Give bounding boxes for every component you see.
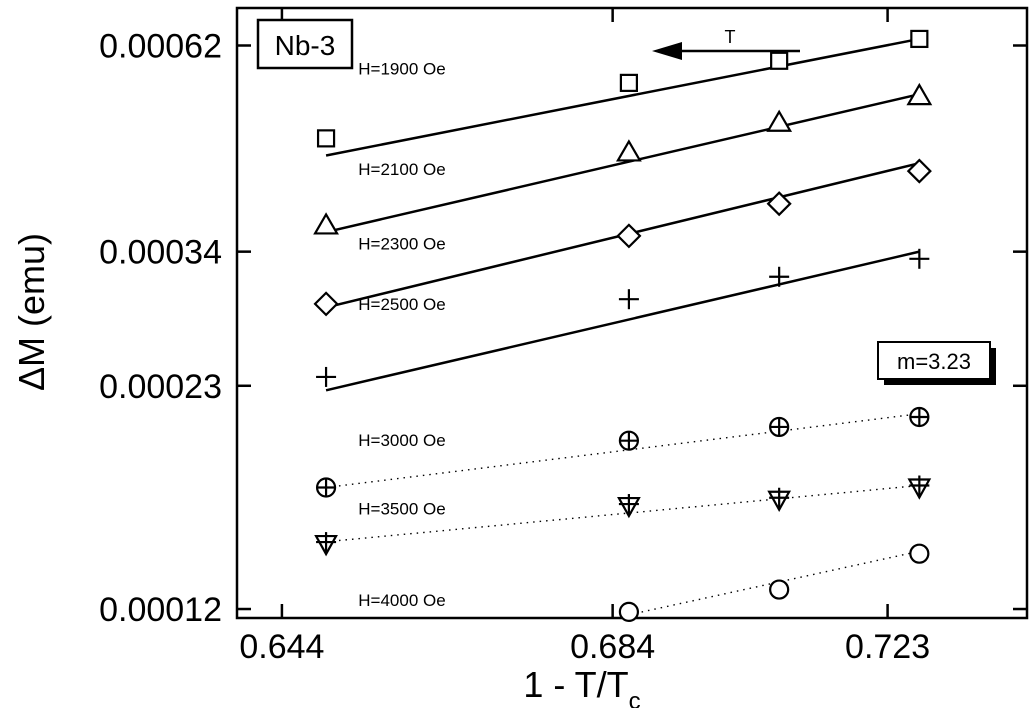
arrow-label: T (725, 27, 736, 47)
data-point-triangle (906, 82, 933, 106)
fit-lines (325, 37, 920, 616)
data-point-diamond (313, 291, 339, 317)
series-label: H=2500 Oe (358, 295, 445, 314)
data-point-triangle (615, 139, 642, 162)
panel-label: Nb-3 (275, 30, 336, 61)
series-label: H=2100 Oe (358, 160, 445, 179)
data-point-square (619, 73, 639, 92)
y-ticks: 0.00062 0.00034 0.00023 0.00012 (99, 28, 1027, 629)
fit-line (325, 37, 920, 157)
y-tick-label: 0.00034 (99, 234, 222, 272)
data-point-plus (618, 289, 639, 310)
data-point-plus (909, 248, 930, 269)
series-label: H=4000 Oe (358, 591, 445, 610)
panel-label-box: Nb-3 (256, 18, 354, 70)
data-point-circle-plus (909, 406, 930, 428)
data-point-circle (769, 579, 790, 600)
fit-line (628, 550, 920, 616)
data-point-diamond (906, 158, 932, 184)
series-label: H=2300 Oe (358, 235, 445, 254)
data-point-triangle-down-plus (907, 475, 932, 500)
series-label: H=3500 Oe (358, 500, 445, 519)
arrow-head-icon (652, 42, 682, 60)
data-point-circle-plus (618, 430, 640, 451)
markers (313, 29, 933, 622)
y-tick-label: 0.00012 (99, 591, 222, 629)
data-point-circle (618, 601, 640, 622)
exponent-annotation: m=3.23 (877, 341, 996, 385)
temperature-arrow: T (652, 27, 800, 60)
fit-line (325, 413, 920, 489)
fit-line (325, 250, 920, 392)
data-point-square (770, 51, 789, 70)
data-point-diamond (616, 223, 642, 249)
x-ticks: 0.644 0.684 0.723 (239, 8, 930, 666)
data-point-triangle-down-plus (617, 494, 641, 519)
data-point-circle-plus (315, 477, 337, 498)
data-point-diamond (766, 191, 792, 217)
data-point-square (316, 129, 336, 148)
x-tick-label: 0.684 (570, 628, 655, 666)
x-tick-label: 0.644 (239, 628, 324, 666)
exponent-label: m=3.23 (897, 349, 971, 374)
y-tick-label: 0.00062 (99, 28, 222, 66)
data-point-triangle-down-plus (314, 532, 338, 557)
fit-line (325, 92, 920, 234)
y-tick-label: 0.00023 (99, 368, 222, 406)
data-point-circle (909, 543, 930, 564)
data-point-plus (769, 266, 790, 287)
data-point-triangle-down-plus (767, 487, 792, 513)
plot-frame (235, 6, 1029, 620)
data-point-triangle (766, 109, 793, 132)
data-point-square (910, 29, 929, 49)
data-point-plus (316, 366, 337, 387)
data-point-triangle (313, 212, 339, 235)
x-tick-label: 0.723 (845, 628, 930, 666)
series-label: H=1900 Oe (358, 59, 445, 78)
series-label: H=3000 Oe (358, 431, 445, 450)
x-axis-title-subscript: c (629, 688, 641, 708)
y-axis-title: ΔM (emu) (11, 233, 52, 391)
series-labels: H=1900 Oe H=2100 Oe H=2300 Oe H=2500 Oe H=30… (358, 59, 445, 610)
data-point-circle-plus (769, 416, 790, 438)
x-axis-title: 1 - T/Tc (523, 664, 640, 708)
